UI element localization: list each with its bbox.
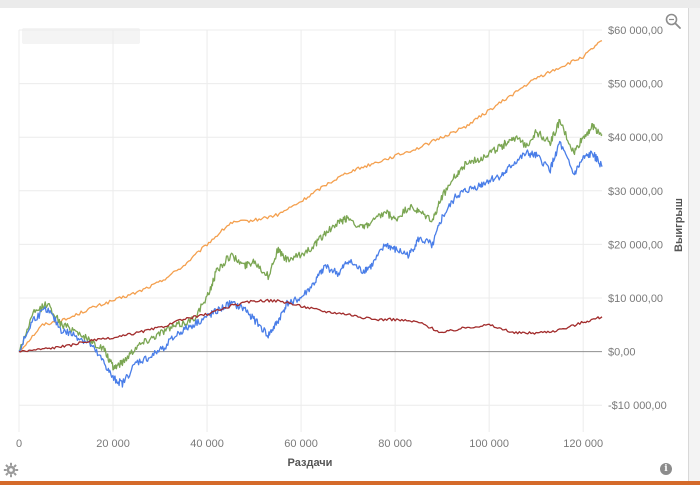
y-tick-label: $60 000,00 bbox=[608, 25, 663, 37]
series-line-4 bbox=[18, 298, 603, 353]
x-axis-title: Раздачи bbox=[288, 457, 333, 469]
chart-tick-labels: 0 20 000 40 000 60 000 80 000 100 000 120 000 -… bbox=[16, 25, 667, 450]
x-tick-label: 20 000 bbox=[96, 438, 130, 450]
chart-panel bbox=[0, 8, 689, 482]
y-axis-title: Выигрыш bbox=[673, 198, 685, 252]
y-tick-label: $50 000,00 bbox=[608, 79, 663, 91]
y-tick-label: $20 000,00 bbox=[608, 239, 663, 251]
y-tick-label: -$10 000,00 bbox=[608, 400, 667, 412]
info-icon[interactable]: i bbox=[660, 463, 672, 475]
y-tick-label: $30 000,00 bbox=[608, 186, 663, 198]
series-line-2 bbox=[18, 118, 603, 371]
redacted-label bbox=[22, 28, 140, 44]
chart-series bbox=[18, 40, 603, 388]
right-gutter bbox=[689, 8, 700, 482]
x-tick-label: 0 bbox=[16, 438, 22, 450]
x-tick-label: 60 000 bbox=[284, 438, 318, 450]
series-line-3 bbox=[18, 140, 603, 388]
y-tick-label: $0,00 bbox=[608, 347, 636, 359]
zoom-icon[interactable] bbox=[664, 12, 682, 30]
chart-grid bbox=[18, 29, 602, 432]
series-line-1 bbox=[18, 40, 603, 353]
bottom-accent-bar bbox=[0, 481, 700, 485]
x-tick-label: 120 000 bbox=[563, 438, 603, 450]
x-tick-label: 100 000 bbox=[469, 438, 509, 450]
x-tick-label: 80 000 bbox=[378, 438, 412, 450]
gear-icon[interactable] bbox=[3, 462, 19, 478]
y-tick-label: $40 000,00 bbox=[608, 132, 663, 144]
x-tick-label: 40 000 bbox=[190, 438, 224, 450]
y-tick-label: $10 000,00 bbox=[608, 293, 663, 305]
